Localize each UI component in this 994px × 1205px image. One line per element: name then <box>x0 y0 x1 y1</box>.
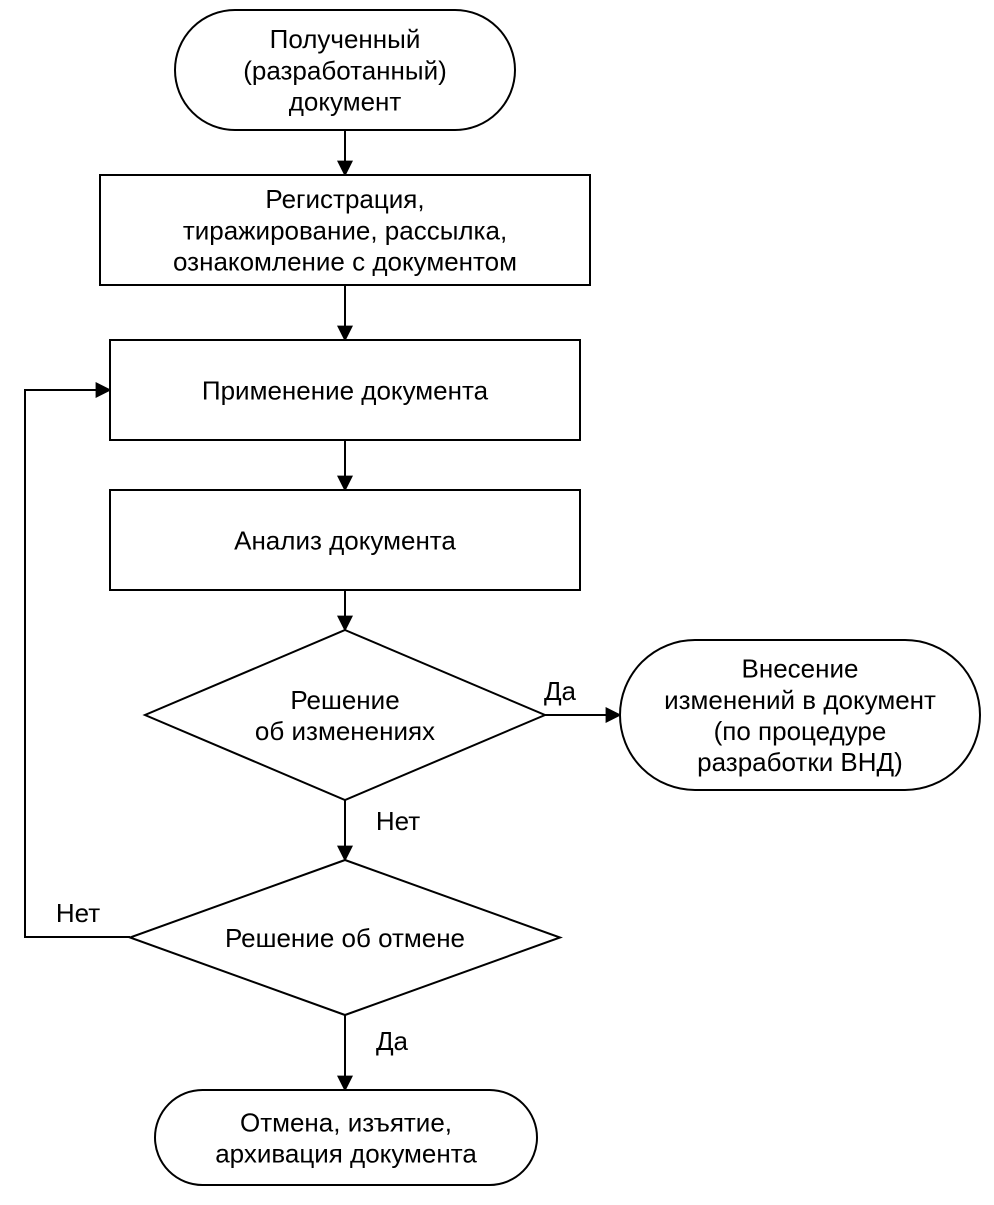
flowchart: ДаНетДаНетПолученный(разработанный)докум… <box>0 0 994 1200</box>
node-label-decide_cancel: Решение об отмене <box>225 923 465 953</box>
edge-label: Нет <box>56 898 100 928</box>
edge-label: Да <box>376 1026 409 1056</box>
edge-label: Да <box>544 676 577 706</box>
edge <box>25 390 130 937</box>
edge-label: Нет <box>376 806 420 836</box>
node-label-cancel: Отмена, изъятие,архивация документа <box>215 1107 477 1168</box>
node-label-analyze: Анализ документа <box>234 525 456 555</box>
node-label-apply: Применение документа <box>202 375 489 405</box>
